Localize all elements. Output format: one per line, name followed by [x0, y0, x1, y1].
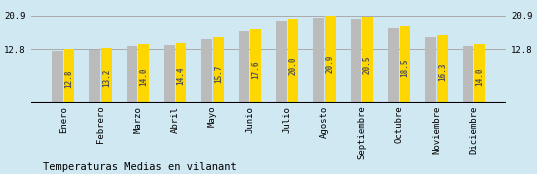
Bar	[325, 15, 336, 103]
Text: 18.5: 18.5	[401, 59, 409, 77]
Text: 20.0: 20.0	[288, 56, 297, 74]
Bar	[239, 31, 249, 103]
Text: Temperaturas Medias en vilanant: Temperaturas Medias en vilanant	[43, 162, 237, 172]
Bar	[250, 29, 261, 103]
Bar	[139, 44, 149, 103]
Text: 14.4: 14.4	[177, 66, 185, 85]
Text: 13.2: 13.2	[102, 69, 111, 87]
Bar	[425, 37, 436, 103]
Bar	[463, 46, 473, 103]
Bar	[362, 17, 373, 103]
Bar	[437, 35, 447, 103]
Bar	[164, 45, 175, 103]
Bar	[201, 39, 212, 103]
Bar	[127, 46, 137, 103]
Bar	[52, 52, 63, 103]
Text: 16.3: 16.3	[438, 63, 447, 81]
Bar	[474, 44, 485, 103]
Text: 20.5: 20.5	[363, 55, 372, 74]
Bar	[176, 43, 186, 103]
Text: 17.6: 17.6	[251, 61, 260, 79]
Bar	[388, 28, 398, 103]
Text: 20.9: 20.9	[326, 54, 335, 73]
Text: 12.8: 12.8	[64, 70, 74, 88]
Text: 14.0: 14.0	[475, 67, 484, 86]
Text: 15.7: 15.7	[214, 64, 223, 83]
Text: 14.0: 14.0	[139, 67, 148, 86]
Bar	[101, 48, 112, 103]
Bar	[314, 18, 324, 103]
Bar	[288, 19, 298, 103]
Bar	[351, 19, 361, 103]
Bar	[213, 37, 223, 103]
Bar	[276, 21, 287, 103]
Bar	[90, 50, 100, 103]
Bar	[400, 26, 410, 103]
Bar	[64, 49, 74, 103]
